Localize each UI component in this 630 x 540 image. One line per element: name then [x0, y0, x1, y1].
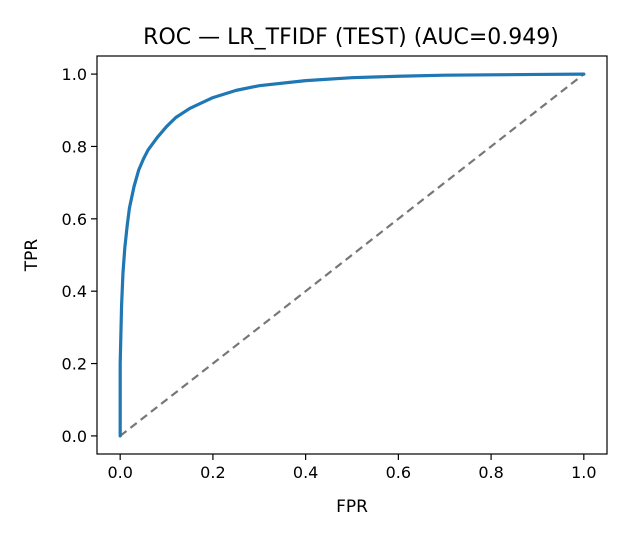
x-tick-label: 0.8 — [478, 463, 503, 482]
axes-frame — [96, 55, 608, 455]
x-tick-label: 0.6 — [386, 463, 411, 482]
y-tick-label: 0.6 — [62, 210, 87, 229]
y-tick-label: 0.8 — [62, 137, 87, 156]
roc-curve-line — [118, 72, 586, 438]
y-axis-label: TPR — [22, 239, 42, 273]
x-axis-ticks: 0.0 0.2 0.4 0.6 0.8 1.0 — [107, 454, 597, 482]
y-tick-label: 0.2 — [62, 355, 87, 374]
x-tick-label: 0.0 — [107, 463, 132, 482]
y-axis-ticks: 0.0 0.2 0.4 0.6 0.8 1.0 — [62, 65, 97, 446]
chance-diagonal-line — [119, 73, 585, 437]
y-tick-label: 1.0 — [62, 65, 87, 84]
x-tick-label: 0.2 — [200, 463, 225, 482]
y-tick-label: 0.0 — [62, 427, 87, 446]
chart-title: ROC — LR_TFIDF (TEST) (AUC=0.949) — [143, 25, 559, 50]
x-tick-label: 1.0 — [571, 463, 596, 482]
x-axis-label: FPR — [336, 497, 368, 517]
plot-area — [118, 72, 586, 438]
x-tick-label: 0.4 — [293, 463, 318, 482]
y-tick-label: 0.4 — [62, 282, 87, 301]
